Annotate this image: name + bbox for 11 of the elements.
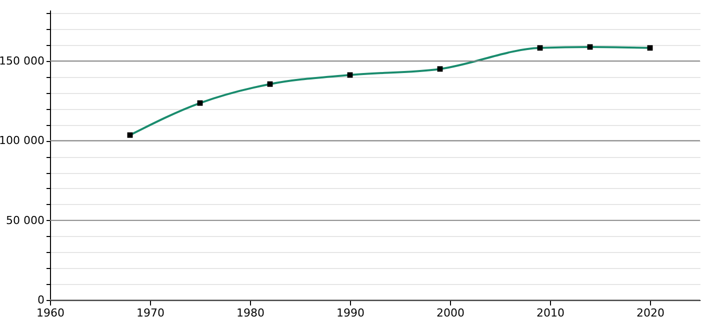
x-tick-label: 2000	[436, 306, 464, 320]
x-tick-label: 2010	[536, 306, 564, 320]
y-tick-label: 150 000	[0, 54, 44, 68]
y-tick-label: 0	[38, 294, 44, 306]
x-tick-label: 1980	[236, 306, 264, 320]
x-tick-label: 2020	[636, 306, 664, 320]
y-tick-label: 50 000	[6, 214, 44, 227]
x-tick-label: 1990	[336, 306, 364, 320]
x-tick-label: 1960	[36, 306, 64, 320]
x-tick-label: 1970	[136, 306, 164, 320]
y-tick-label: 100 000	[0, 134, 44, 148]
